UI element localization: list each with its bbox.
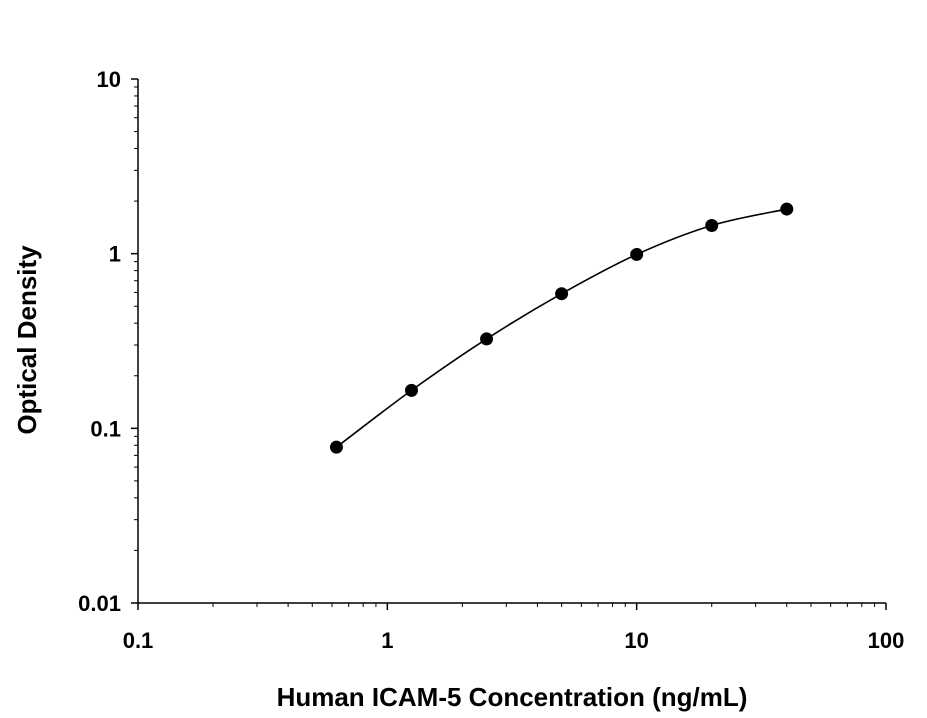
data-point: [780, 202, 794, 216]
axes: [137, 79, 886, 604]
x-tick-label: 100: [868, 628, 905, 653]
x-axis-title: Human ICAM-5 Concentration (ng/mL): [277, 682, 748, 712]
y-tick-label: 10: [97, 67, 121, 92]
x-tick-label: 0.1: [123, 628, 154, 653]
data-point: [329, 440, 343, 454]
y-tick-label: 0.1: [90, 416, 121, 441]
y-axis-title: Optical Density: [12, 245, 42, 435]
x-axis-ticks: 0.1 1 10 100: [123, 603, 905, 653]
data-point: [480, 332, 494, 346]
y-tick-label: 0.01: [78, 591, 121, 616]
y-axis-ticks: 0.01 0.1 1 10: [78, 67, 138, 616]
y-tick-label: 1: [109, 242, 121, 267]
x-tick-label: 10: [624, 628, 648, 653]
data-point: [555, 287, 569, 301]
x-tick-label: 1: [381, 628, 393, 653]
data-point: [404, 383, 418, 397]
fit-curve: [335, 208, 787, 448]
data-point: [630, 247, 644, 261]
data-points: [329, 202, 794, 454]
data-point: [705, 218, 719, 232]
